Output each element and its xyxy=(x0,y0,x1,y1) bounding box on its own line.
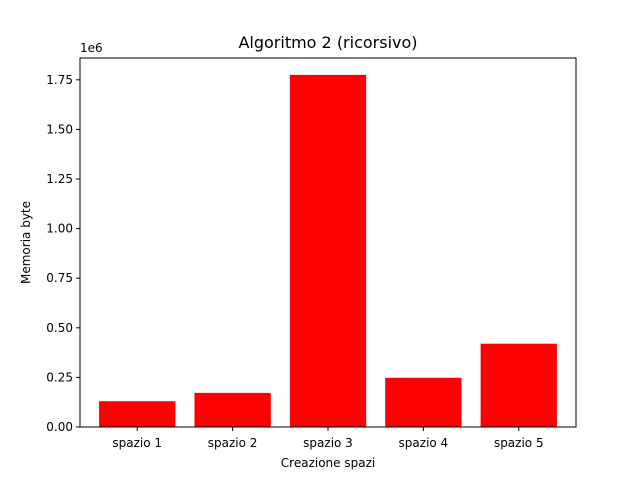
y-tick-label: 0.00 xyxy=(46,420,73,434)
y-tick-label: 0.50 xyxy=(46,321,73,335)
x-tick-label: spazio 1 xyxy=(112,436,162,450)
y-tick-label: 1.00 xyxy=(46,222,73,236)
x-axis-ticks: spazio 1 spazio 2 spazio 3 spazio 4 spazio 5 xyxy=(112,427,544,450)
y-tick-label: 0.75 xyxy=(46,271,73,285)
x-axis-label: Creazione spazi xyxy=(281,456,375,470)
y-axis-multiplier: 1e6 xyxy=(80,41,103,55)
bar-5 xyxy=(480,343,557,427)
bar-1 xyxy=(99,401,176,427)
y-tick-label: 1.50 xyxy=(46,122,73,136)
bar-3 xyxy=(289,74,367,428)
x-tick-label: spazio 4 xyxy=(399,436,449,450)
x-tick-label: spazio 5 xyxy=(494,436,544,450)
bar-4 xyxy=(385,377,462,427)
plot-frame xyxy=(79,57,577,428)
bars xyxy=(99,74,557,428)
bar-2 xyxy=(194,392,271,427)
y-tick-label: 1.25 xyxy=(46,172,73,186)
y-tick-label: 0.25 xyxy=(46,370,73,384)
x-tick-label: spazio 2 xyxy=(208,436,258,450)
y-tick-label: 1.75 xyxy=(46,73,73,87)
y-axis-ticks: 0.00 0.25 0.50 0.75 1.00 1.25 1.50 1.75 xyxy=(46,73,80,434)
chart-title: Algoritmo 2 (ricorsivo) xyxy=(238,33,417,52)
y-axis-label: Memoria byte xyxy=(19,201,33,284)
x-tick-label: spazio 3 xyxy=(303,436,353,450)
